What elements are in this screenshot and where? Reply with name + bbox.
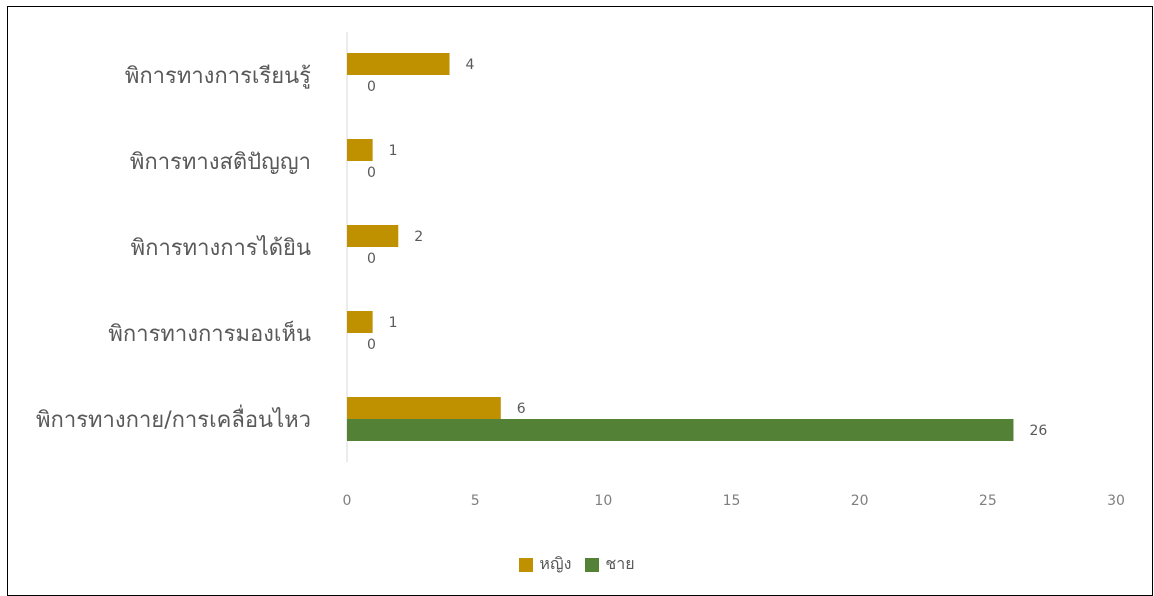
legend: หญิง ชาย bbox=[0, 552, 1154, 577]
x-tick-label: 15 bbox=[723, 493, 741, 509]
bar-female bbox=[347, 139, 373, 161]
legend-item: ชาย bbox=[585, 552, 635, 577]
data-label: 2 bbox=[414, 229, 423, 245]
data-label: 0 bbox=[367, 337, 376, 353]
legend-label: หญิง bbox=[539, 554, 572, 573]
x-tick-label: 5 bbox=[471, 493, 480, 509]
chart-frame bbox=[7, 6, 1153, 596]
category-label: พิการทางการเรียนรู้ bbox=[125, 64, 311, 89]
data-label: 26 bbox=[1029, 423, 1047, 439]
data-label: 1 bbox=[389, 143, 398, 159]
bar-female bbox=[347, 53, 450, 75]
data-label: 1 bbox=[389, 315, 398, 331]
data-label: 0 bbox=[367, 79, 376, 95]
x-tick-label: 30 bbox=[1107, 493, 1125, 509]
x-tick-label: 20 bbox=[851, 493, 869, 509]
category-label: พิการทางการได้ยิน bbox=[131, 235, 311, 261]
bar-male bbox=[347, 419, 1014, 441]
data-label: 0 bbox=[367, 165, 376, 181]
x-tick-label: 0 bbox=[343, 493, 352, 509]
x-tick-label: 10 bbox=[594, 493, 612, 509]
x-tick-label: 25 bbox=[979, 493, 997, 509]
category-label: พิการทางสติปัญญา bbox=[130, 150, 311, 175]
data-label: 0 bbox=[367, 251, 376, 267]
bar-female bbox=[347, 225, 399, 247]
legend-swatch bbox=[519, 557, 534, 572]
legend-swatch bbox=[585, 557, 600, 572]
legend-item: หญิง bbox=[519, 552, 571, 577]
data-label: 6 bbox=[517, 401, 526, 417]
bar-chart: พิการทางการเรียนรู้พิการทางสติปัญญาพิการ… bbox=[36, 32, 1125, 509]
bar-female bbox=[347, 397, 501, 419]
legend-label: ชาย bbox=[605, 554, 635, 573]
data-label: 4 bbox=[466, 57, 475, 73]
category-label: พิการทางการมองเห็น bbox=[108, 319, 311, 347]
category-label: พิการทางกาย/การเคลื่อนไหว bbox=[36, 404, 311, 433]
bar-female bbox=[347, 311, 373, 333]
